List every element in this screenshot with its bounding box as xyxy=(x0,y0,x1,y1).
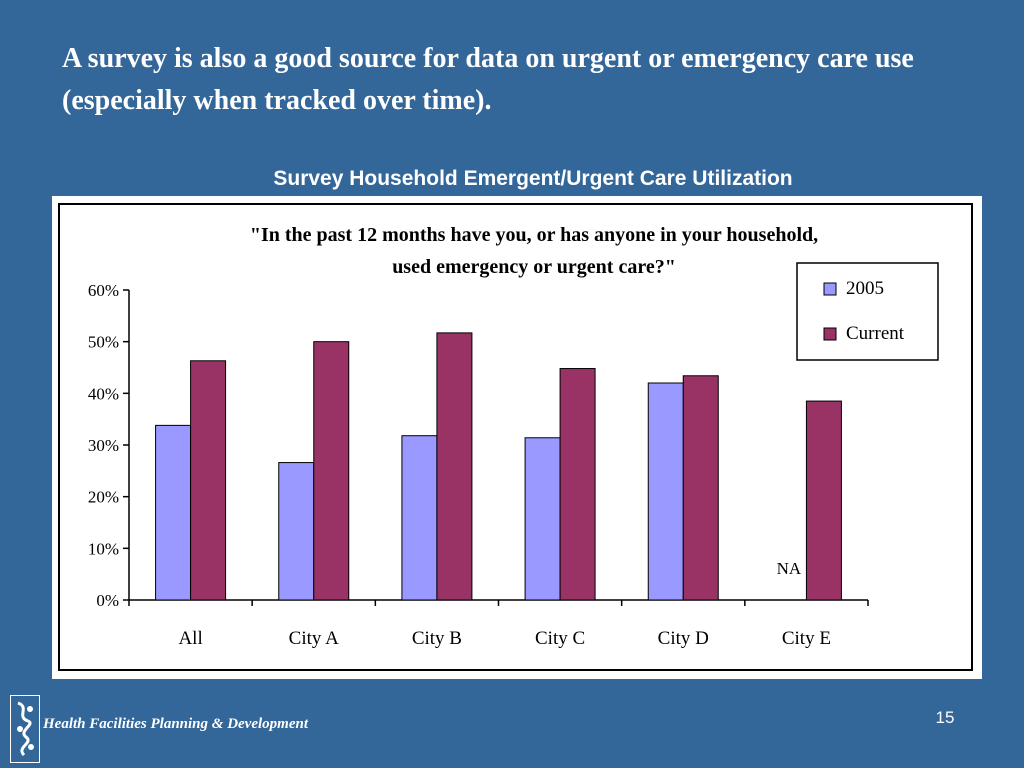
y-tick-label: 60% xyxy=(88,281,119,300)
x-tick-label: All xyxy=(178,628,202,649)
y-tick-label: 30% xyxy=(88,436,119,455)
footer-text: Health Facilities Planning & Development xyxy=(43,716,308,732)
bar-2005 xyxy=(278,462,315,601)
legend-label: 2005 xyxy=(846,278,884,299)
legend-label: Current xyxy=(846,323,905,344)
bar-2005 xyxy=(155,424,192,601)
x-tick-label: City D xyxy=(658,628,709,649)
organization-logo xyxy=(10,695,40,763)
bar-current xyxy=(559,368,596,601)
x-axis: All City A City B City C City D City E xyxy=(128,599,869,649)
chart-caption: Survey Household Emergent/Urgent Care Ut… xyxy=(273,167,793,190)
y-axis: 0% 10% 20% 30% 40% 50% 60% xyxy=(88,281,130,610)
chart-title-line: used emergency or urgent care?" xyxy=(392,256,676,278)
chart-title: "In the past 12 months have you, or has … xyxy=(250,224,818,278)
bar-current xyxy=(682,375,719,601)
legend-swatch xyxy=(823,282,837,296)
y-tick-label: 40% xyxy=(88,384,119,403)
x-tick-label: City E xyxy=(782,628,831,649)
bar-current xyxy=(190,360,227,601)
chart-title-line: "In the past 12 months have you, or has … xyxy=(250,224,818,246)
slide-heading: A survey is also a good source for data … xyxy=(62,43,914,116)
y-tick-label: 20% xyxy=(88,488,119,507)
bar-missing-label: NA xyxy=(777,559,802,578)
y-tick-label: 10% xyxy=(88,539,119,558)
bar-current xyxy=(313,341,350,601)
page-number: 15 xyxy=(935,708,955,727)
chart-panel: "In the past 12 months have you, or has … xyxy=(52,196,982,679)
legend-box xyxy=(796,262,939,361)
bar-2005 xyxy=(524,437,561,601)
legend-swatch xyxy=(823,327,837,341)
bars: NA xyxy=(155,332,842,601)
bar-2005 xyxy=(647,382,684,601)
x-tick-label: City A xyxy=(289,628,339,649)
y-tick-label: 50% xyxy=(88,333,119,352)
x-tick-label: City C xyxy=(535,628,585,649)
bar-current xyxy=(436,332,473,601)
legend: 2005 Current xyxy=(796,262,939,361)
y-tick-label: 0% xyxy=(96,591,119,610)
x-tick-label: City B xyxy=(412,628,462,649)
bar-current xyxy=(805,400,842,601)
bar-2005 xyxy=(401,435,438,601)
bar-chart: "In the past 12 months have you, or has … xyxy=(58,203,973,671)
